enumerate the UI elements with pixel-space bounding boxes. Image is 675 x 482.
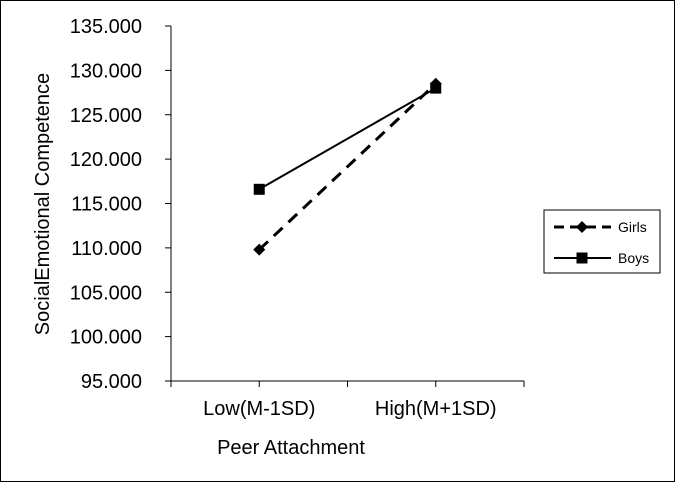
x-tick-label: High(M+1SD) [375, 398, 497, 420]
diamond-marker [576, 221, 588, 233]
y-tick-label: 110.000 [71, 238, 142, 260]
y-tick-label: 115.000 [71, 194, 142, 216]
y-tick-label: 125.000 [70, 105, 142, 127]
y-axis-title: SocialEmotional Competence [32, 73, 54, 335]
x-axis: Low(M-1SD) High(M+1SD) [170, 380, 525, 420]
square-marker [576, 252, 588, 264]
diamond-marker [253, 243, 266, 256]
series-line-boys [258, 87, 437, 191]
x-tick-label: Low(M-1SD) [203, 398, 315, 420]
y-tick-label: 100.000 [70, 327, 142, 349]
square-marker [430, 82, 442, 94]
series-layer [253, 77, 442, 256]
series-boys [253, 82, 442, 195]
legend: Girls Boys [543, 209, 661, 274]
y-tick-label: 120.000 [70, 149, 142, 171]
legend-box [543, 209, 661, 274]
x-axis-title: Peer Attachment [217, 437, 365, 459]
y-tick-label: 95.000 [81, 371, 142, 393]
y-tick-label: 135.000 [70, 16, 142, 38]
y-axis: 95.000 100.000 105.000 110.000 115.000 120.00… [70, 16, 172, 393]
series-line-girls [258, 82, 437, 251]
y-tick-label: 105.000 [70, 282, 142, 304]
square-marker [253, 183, 265, 195]
legend-label-girls: Girls [618, 219, 647, 235]
legend-label-boys: Boys [618, 250, 649, 266]
series-girls [253, 77, 442, 256]
y-tick-label: 130.000 [70, 60, 142, 82]
